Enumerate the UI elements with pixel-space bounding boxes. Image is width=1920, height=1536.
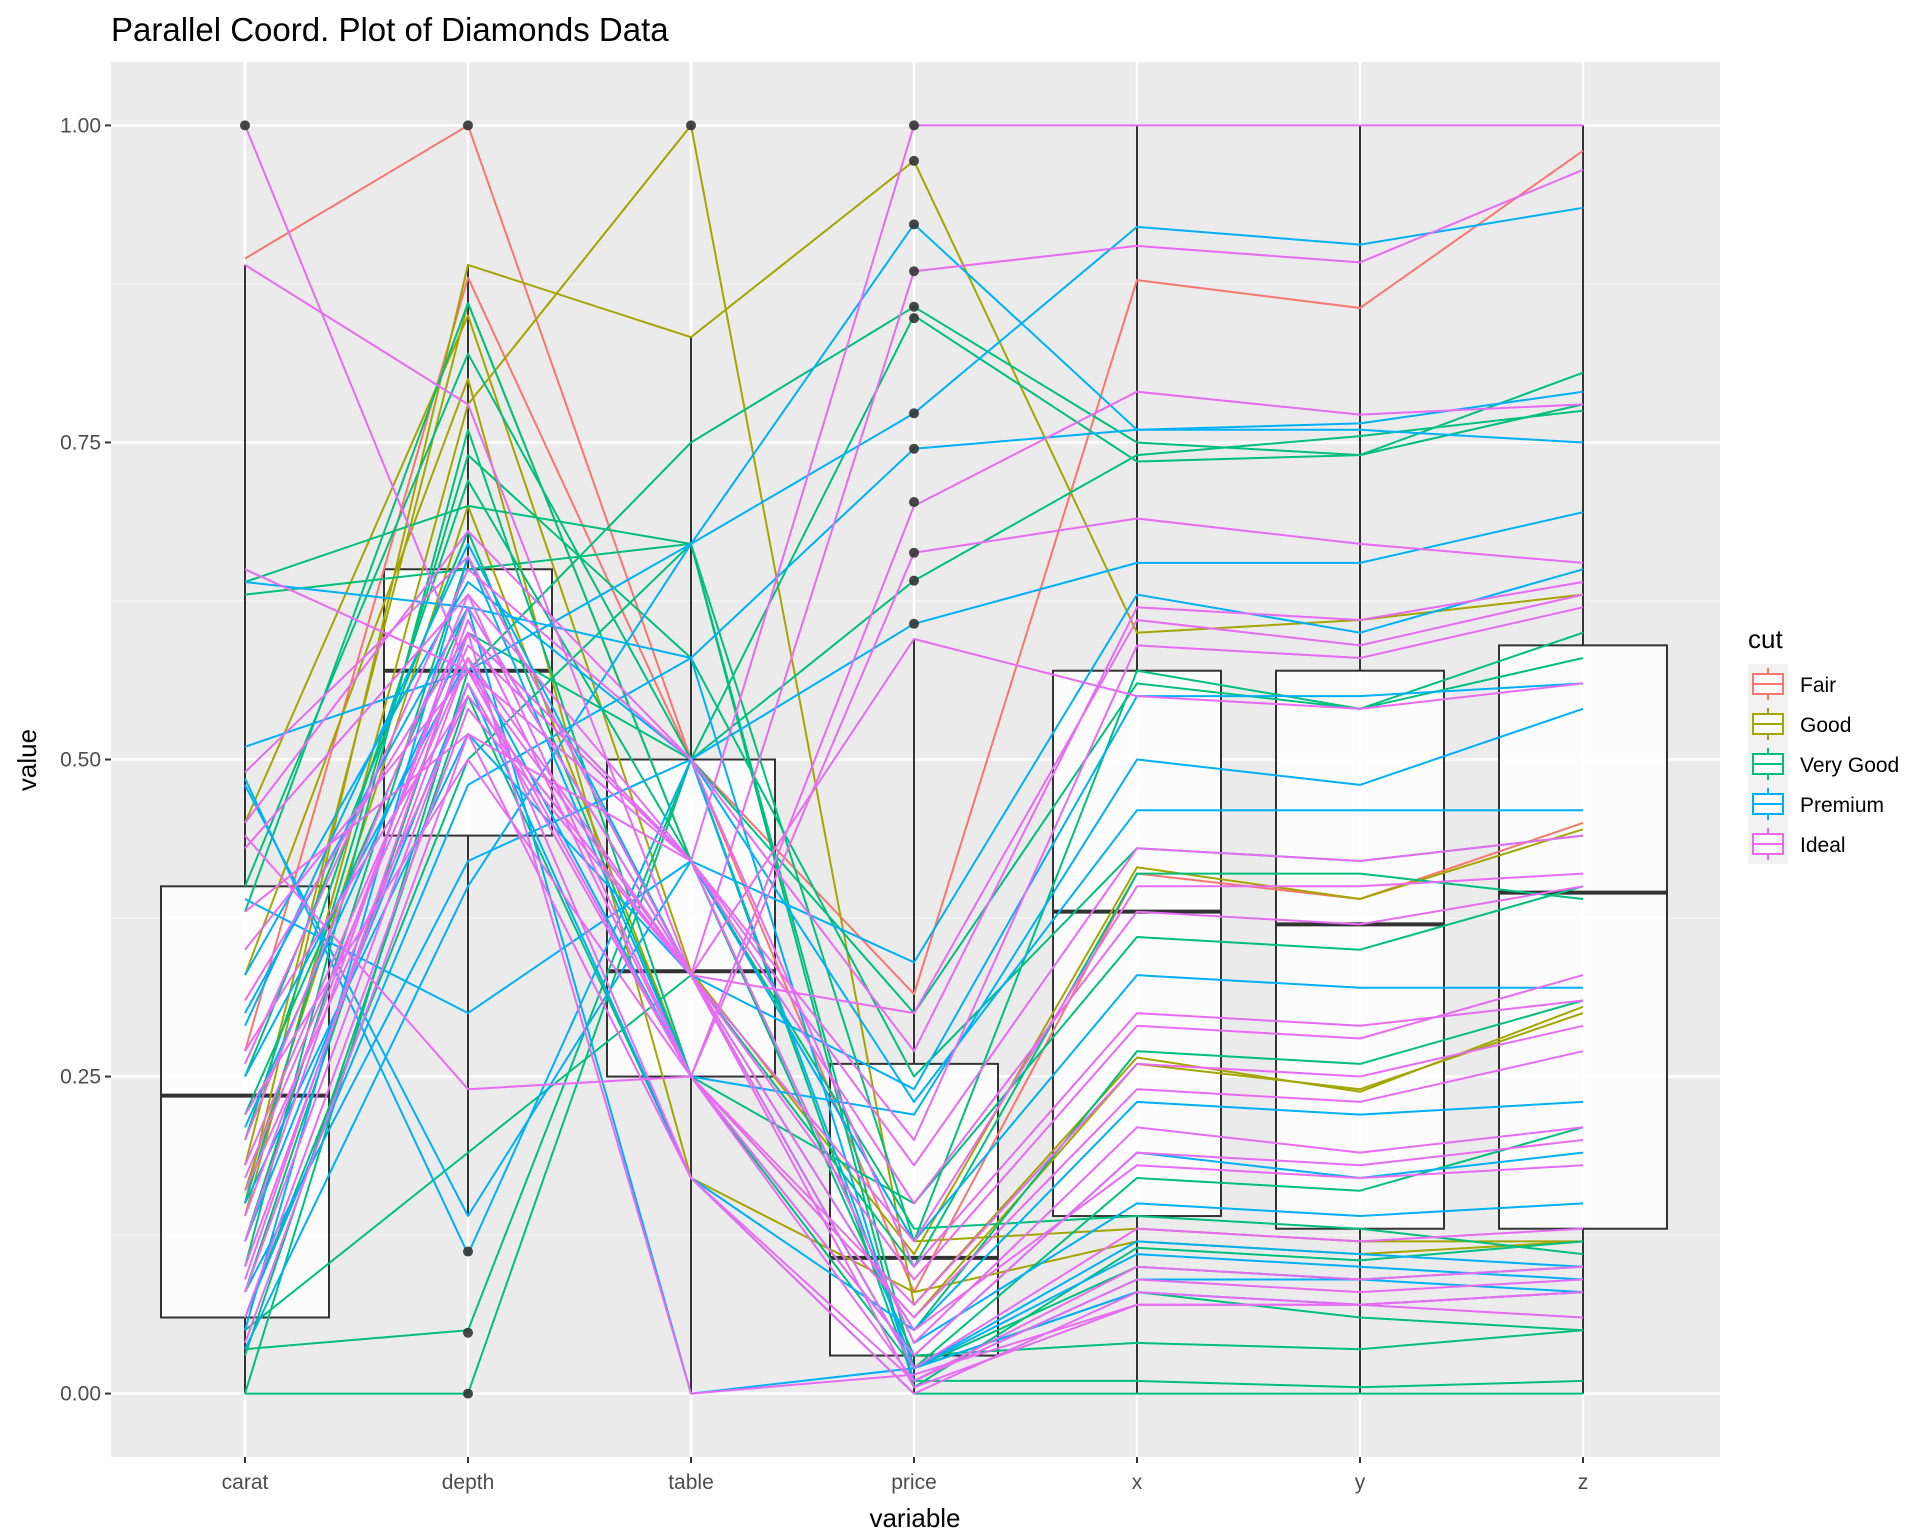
outlier-point bbox=[909, 301, 919, 312]
y-tick-label: 0.25 bbox=[60, 1066, 101, 1089]
data-line bbox=[244, 555, 1584, 1015]
data-line bbox=[244, 631, 1584, 1205]
outlier-points bbox=[240, 120, 919, 1399]
outlier-point bbox=[909, 547, 919, 558]
outlier-point bbox=[686, 120, 696, 131]
legend-label: Premium bbox=[1800, 794, 1884, 817]
x-tick-label: depth bbox=[442, 1471, 495, 1494]
boxplot-box bbox=[160, 885, 330, 1319]
legend-label: Good bbox=[1800, 714, 1851, 737]
y-axis-title: value bbox=[12, 729, 42, 791]
outlier-point bbox=[909, 443, 919, 454]
outlier-point bbox=[240, 120, 250, 131]
outlier-point bbox=[909, 618, 919, 629]
data-line bbox=[244, 314, 1584, 1256]
legend-item: Fair bbox=[1748, 664, 1836, 704]
outlier-point bbox=[909, 575, 919, 586]
outlier-point bbox=[463, 1327, 473, 1338]
outlier-point bbox=[909, 120, 919, 131]
data-line bbox=[244, 758, 1584, 1319]
data-line bbox=[244, 669, 1584, 1243]
y-tick-label: 0.00 bbox=[60, 1383, 101, 1406]
y-tick-label: 1.00 bbox=[60, 114, 101, 137]
data-line bbox=[244, 682, 1584, 1382]
data-line bbox=[244, 542, 1584, 1091]
data-line bbox=[244, 593, 1584, 1306]
data-line bbox=[244, 619, 1584, 1357]
x-tick-label: table bbox=[668, 1471, 714, 1494]
outlier-point bbox=[463, 1246, 473, 1257]
x-tick-label: x bbox=[1132, 1471, 1143, 1494]
legend-title: cut bbox=[1748, 624, 1783, 654]
x-axis-title: variable bbox=[869, 1503, 960, 1533]
legend-label: Fair bbox=[1800, 674, 1836, 697]
x-tick-label: carat bbox=[222, 1471, 269, 1494]
x-axis-ticks: carat depth table price x y z bbox=[222, 1457, 1589, 1494]
data-line bbox=[244, 581, 1583, 1103]
data-line bbox=[244, 733, 1584, 1395]
data-line bbox=[244, 568, 1584, 1268]
x-tick-label: price bbox=[891, 1471, 937, 1494]
legend: cut Fair Good Very Good Premium Ideal bbox=[1748, 624, 1899, 864]
y-tick-label: 0.50 bbox=[60, 749, 101, 772]
outlier-point bbox=[909, 266, 919, 277]
legend-item: Ideal bbox=[1748, 824, 1846, 864]
data-line bbox=[244, 606, 1584, 1370]
legend-label: Ideal bbox=[1800, 834, 1846, 857]
data-line bbox=[244, 644, 1584, 1344]
outlier-point bbox=[909, 155, 919, 166]
outlier-point bbox=[909, 408, 919, 419]
data-line bbox=[244, 695, 1584, 1332]
outlier-point bbox=[909, 313, 919, 324]
legend-label: Very Good bbox=[1800, 754, 1899, 777]
data-line bbox=[244, 530, 1584, 1053]
y-tick-label: 0.75 bbox=[60, 431, 101, 454]
outlier-point bbox=[909, 497, 919, 508]
x-tick-label: z bbox=[1578, 1471, 1589, 1494]
chart-title: Parallel Coord. Plot of Diamonds Data bbox=[111, 11, 669, 48]
y-axis-ticks: 0.00 0.25 0.50 0.75 1.00 bbox=[60, 114, 111, 1406]
x-tick-label: y bbox=[1355, 1471, 1366, 1494]
outlier-point bbox=[463, 120, 473, 131]
data-line bbox=[244, 302, 1584, 1256]
data-line bbox=[244, 568, 1584, 1217]
outlier-point bbox=[909, 219, 919, 230]
boxplot-box bbox=[1498, 644, 1668, 1230]
minor-gridlines bbox=[111, 283, 1720, 1236]
legend-item: Premium bbox=[1748, 784, 1884, 824]
outlier-point bbox=[463, 1388, 473, 1399]
legend-item: Good bbox=[1748, 704, 1851, 744]
legend-item: Very Good bbox=[1748, 744, 1899, 784]
data-lines bbox=[244, 124, 1584, 1395]
